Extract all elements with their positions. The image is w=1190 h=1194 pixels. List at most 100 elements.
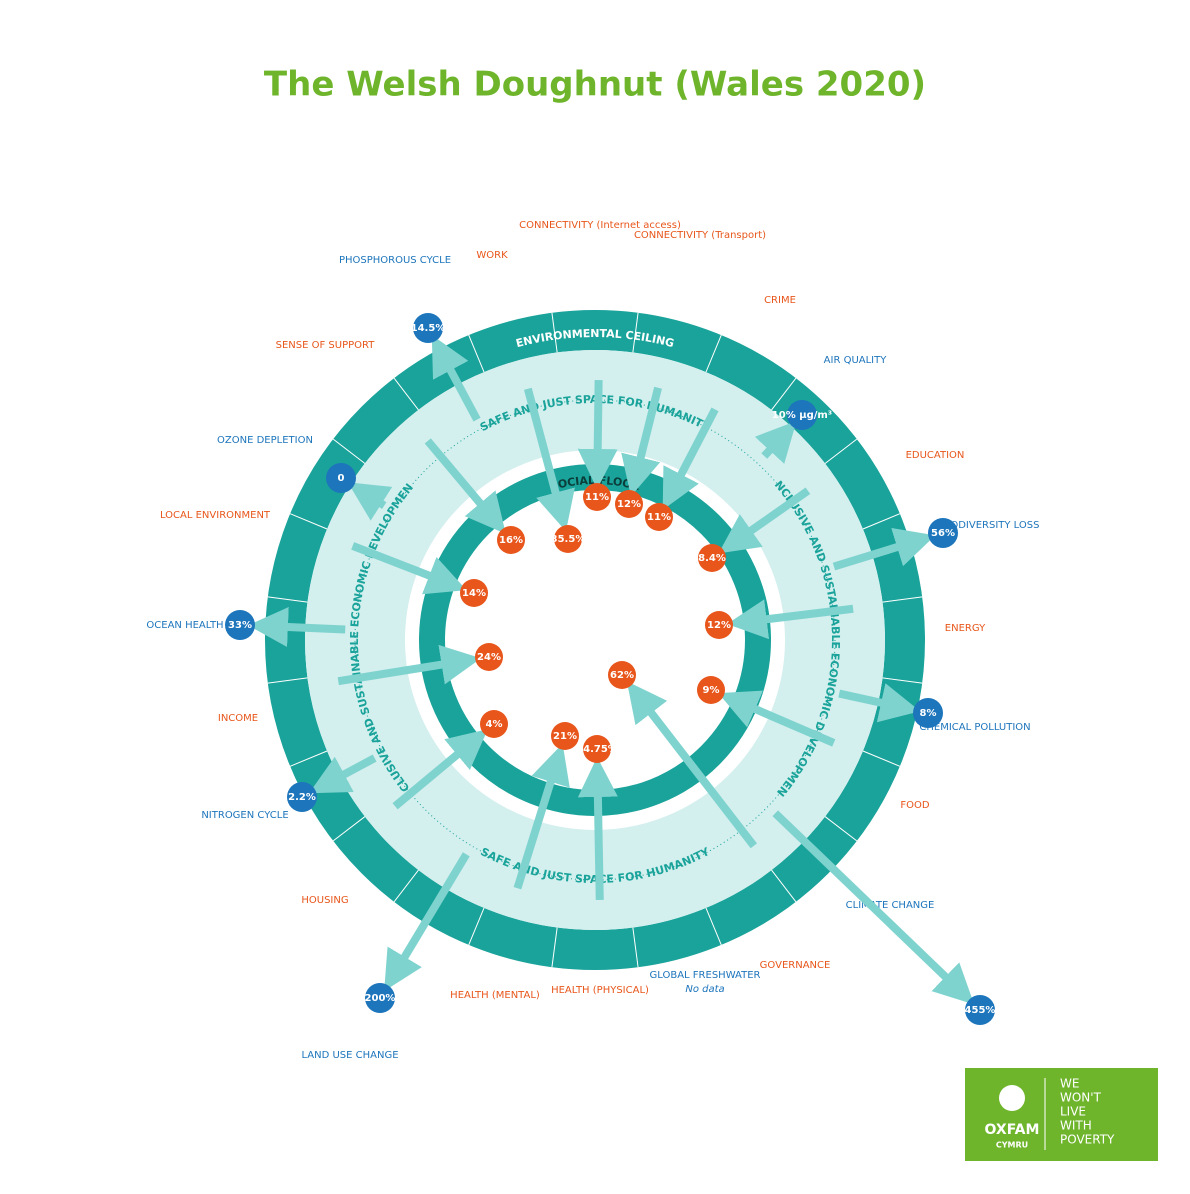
divider — [393, 869, 419, 903]
divider — [862, 513, 901, 530]
env-label: LAND USE CHANGE — [301, 1050, 398, 1061]
soc-label: CRIME — [764, 295, 796, 306]
soc-dot — [698, 544, 726, 572]
soc-value: 21% — [553, 731, 577, 742]
soc-label: ENERGY — [945, 623, 986, 634]
logo-slogan: WE — [1060, 1077, 1079, 1091]
soc-dot — [460, 579, 488, 607]
divider — [882, 677, 923, 684]
divider — [332, 438, 366, 464]
divider — [332, 816, 366, 842]
divider — [771, 869, 797, 903]
soc-arrow — [718, 487, 811, 554]
env-label: GLOBAL FRESHWATER — [650, 970, 761, 981]
soc-arrow — [523, 387, 575, 532]
soc-dot — [497, 526, 525, 554]
soc-value: 11% — [585, 492, 609, 503]
divider — [289, 513, 328, 530]
env-label: BIODIVERSITY LOSS — [941, 520, 1040, 531]
divider — [468, 334, 485, 373]
env-value: 8% — [920, 708, 937, 719]
divider — [705, 907, 722, 946]
logo-box — [965, 1068, 1158, 1161]
soc-dot — [554, 525, 582, 553]
soc-label: EDUCATION — [906, 450, 965, 461]
env-value: 14.5% — [411, 323, 446, 334]
logo-slogan: WITH — [1060, 1119, 1092, 1133]
soc-label: LOCAL ENVIRONMENT — [160, 510, 271, 521]
env-dot — [965, 995, 995, 1025]
soc-arrow — [718, 690, 836, 747]
env-dot — [287, 782, 317, 812]
env-dot — [326, 463, 356, 493]
soc-arrow — [392, 729, 488, 810]
env-dot — [928, 518, 958, 548]
soc-label: GOVERNANCE — [760, 960, 831, 971]
soc-dot — [615, 490, 643, 518]
soc-value: 12% — [617, 499, 641, 510]
env-dot — [787, 400, 817, 430]
logo-sub: CYMRU — [996, 1141, 1028, 1150]
env-value: 200% — [365, 993, 396, 1004]
env-value: No data — [685, 984, 724, 995]
soc-arrow — [513, 743, 570, 890]
soc-label: FOOD — [900, 800, 929, 811]
soc-dot — [583, 483, 611, 511]
soc-label: CONNECTIVITY (Internet access) — [519, 220, 681, 231]
title: The Welsh Doughnut (Wales 2020) — [264, 65, 926, 105]
soc-arrow — [337, 644, 482, 686]
soc-value: 35.5% — [551, 534, 586, 545]
soc-label: CONNECTIVITY (Transport) — [634, 230, 766, 241]
soc-value: 8.4% — [698, 553, 726, 564]
divider — [267, 677, 308, 684]
divider — [289, 750, 328, 767]
soc-dot — [645, 503, 673, 531]
logo-icon — [999, 1085, 1025, 1111]
soc-arrow — [726, 599, 854, 640]
soc-label: WORK — [476, 250, 508, 261]
env-label: OZONE DEPLETION — [217, 435, 313, 446]
soc-value: 12% — [707, 620, 731, 631]
env-dot — [365, 983, 395, 1013]
soc-label: HEALTH (PHYSICAL) — [551, 985, 649, 996]
env-arrow — [431, 335, 481, 422]
divider — [551, 312, 558, 353]
env-value: 2.2% — [288, 792, 316, 803]
env-dot — [913, 698, 943, 728]
soc-arrow — [626, 681, 757, 849]
env-label: AIR QUALITY — [824, 355, 888, 366]
soc-arrow — [424, 438, 506, 534]
soc-value: 9% — [703, 685, 720, 696]
env-arrow — [247, 607, 346, 648]
soc-label: INCOME — [218, 713, 258, 724]
env-arrow — [754, 420, 797, 464]
soc-arrow — [621, 386, 662, 497]
env-value: 455% — [965, 1005, 996, 1016]
divider — [393, 377, 419, 411]
soc-value: 62% — [610, 670, 634, 681]
soc-value: 11% — [647, 512, 671, 523]
env-value: 10% µg/m³ — [772, 410, 832, 421]
divider — [824, 816, 858, 842]
divider — [771, 377, 797, 411]
logo-slogan: WON'T — [1060, 1091, 1102, 1105]
env-value: 33% — [228, 620, 252, 631]
divider — [882, 596, 923, 603]
divider — [267, 596, 308, 603]
divider — [705, 334, 722, 373]
env-label: NITROGEN CYCLE — [201, 810, 288, 821]
soc-label: HOUSING — [301, 895, 348, 906]
soc-value: 16% — [499, 535, 523, 546]
soc-dot — [608, 661, 636, 689]
soc-dot — [697, 676, 725, 704]
divider — [632, 312, 639, 353]
soc-dot — [705, 611, 733, 639]
env-arrow — [347, 482, 393, 521]
soc-arrow — [662, 407, 719, 510]
env-arrow — [838, 683, 921, 723]
divider — [824, 438, 858, 464]
logo-brand: OXFAM — [985, 1122, 1040, 1138]
soc-dot — [480, 710, 508, 738]
divider — [632, 927, 639, 968]
